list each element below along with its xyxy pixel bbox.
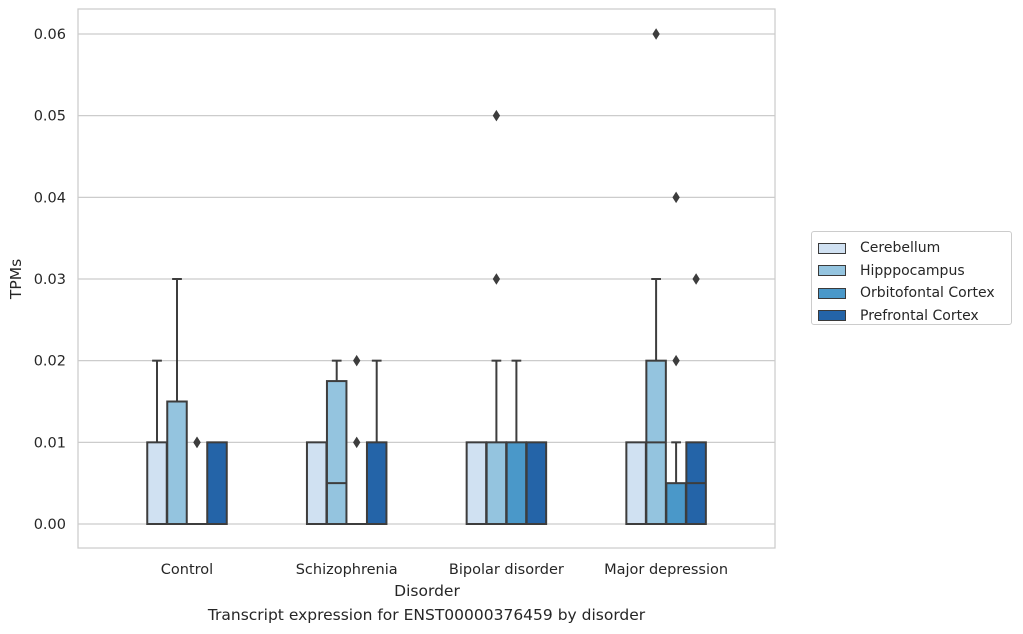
- outlier-point: [652, 28, 660, 40]
- outlier-point: [692, 273, 700, 285]
- chart-caption: Transcript expression for ENST0000037645…: [207, 606, 646, 624]
- outlier-point: [353, 436, 361, 449]
- legend-label: Hipppocampus: [860, 262, 965, 279]
- box-iqr: [665, 482, 687, 525]
- outlier-point: [492, 273, 501, 285]
- y-axis-label: TPMs: [7, 259, 25, 300]
- legend-swatch: [818, 265, 846, 277]
- x-tick-label: Major depression: [604, 562, 728, 578]
- chart-legend: Cerebellum Hipppocampus Orbitofontal Corte…: [811, 231, 1012, 325]
- y-tick-label: 0.04: [34, 190, 66, 206]
- legend-item: Orbitofontal Cortex: [818, 282, 1011, 305]
- box-hipppocampus: [166, 278, 188, 525]
- box-hipppocampus: [645, 28, 667, 525]
- x-tick-labels: Control Schizophrenia Bipolar disorder Majo…: [161, 562, 728, 578]
- outlier-point: [353, 354, 361, 367]
- x-tick-label: Bipolar disorder: [449, 562, 564, 578]
- legend-swatch: [818, 287, 846, 299]
- box-iqr: [525, 441, 548, 526]
- box-orbitofontal-cortex: [505, 359, 528, 526]
- plot-area-frame: [77, 8, 776, 549]
- box-prefrontal-cortex: [525, 441, 548, 526]
- box-iqr: [146, 441, 168, 526]
- box-prefrontal-cortex: [206, 441, 228, 526]
- box-prefrontal-cortex: [685, 273, 707, 526]
- y-tick-label: 0.06: [34, 27, 66, 43]
- box-orbitofontal-cortex: [665, 191, 687, 525]
- x-tick-label: Control: [161, 562, 213, 578]
- box-hipppocampus: [325, 359, 348, 526]
- box-iqr: [325, 380, 348, 526]
- box-orbitofontal-cortex: [345, 354, 368, 526]
- outlier-point: [193, 436, 201, 449]
- box-iqr: [305, 441, 328, 526]
- legend-item: Prefrontal Cortex: [818, 305, 1011, 328]
- legend-swatch: [818, 242, 846, 254]
- legend-label: Orbitofontal Cortex: [860, 285, 995, 302]
- box-orbitofontal-cortex: [186, 436, 208, 526]
- box-iqr: [505, 441, 528, 526]
- box-cerebellum: [146, 359, 168, 526]
- x-tick-label: Schizophrenia: [296, 562, 398, 578]
- box-prefrontal-cortex: [365, 359, 388, 526]
- legend-label: Cerebellum: [860, 240, 941, 257]
- legend-item: Cerebellum: [818, 237, 1011, 260]
- y-tick-label: 0.01: [34, 435, 66, 451]
- box-cerebellum: [465, 441, 488, 526]
- y-tick-label: 0.03: [34, 272, 66, 288]
- box-cerebellum: [625, 441, 647, 526]
- box-iqr: [485, 441, 508, 526]
- box-iqr: [365, 441, 388, 526]
- legend-item: Hipppocampus: [818, 260, 1011, 283]
- chart-marks: [146, 28, 707, 526]
- box-iqr: [166, 400, 188, 525]
- outlier-point: [672, 191, 680, 204]
- legend-label: Prefrontal Cortex: [860, 307, 979, 324]
- x-axis-label: Disorder: [394, 582, 460, 600]
- box-hipppocampus: [485, 109, 508, 526]
- y-tick-labels: 0.00 0.01 0.02 0.03 0.04 0.05 0.06: [34, 27, 66, 533]
- box-iqr: [625, 441, 647, 526]
- outlier-point: [492, 109, 501, 122]
- box-iqr: [465, 441, 488, 526]
- y-tick-label: 0.02: [34, 354, 66, 370]
- outlier-point: [672, 354, 680, 367]
- y-tick-label: 0.00: [34, 517, 66, 533]
- box-cerebellum: [305, 441, 328, 526]
- box-iqr: [206, 441, 228, 526]
- legend-swatch: [818, 310, 846, 322]
- y-tick-label: 0.05: [34, 109, 66, 125]
